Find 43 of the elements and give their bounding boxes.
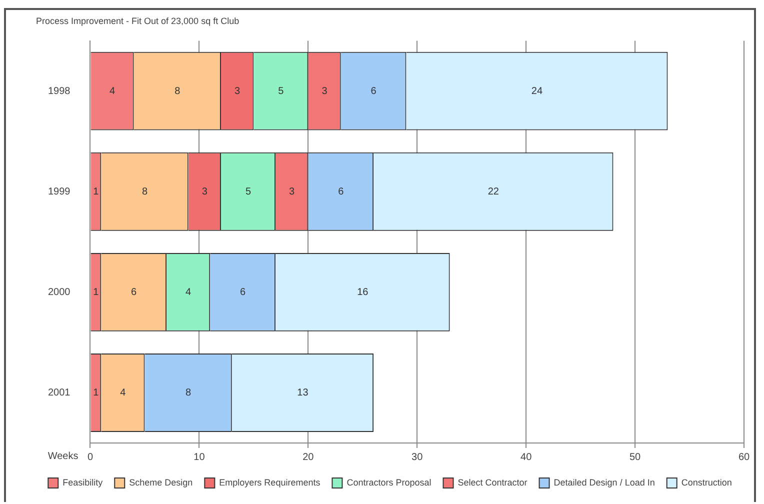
x-tick-label: 20 xyxy=(302,452,314,463)
data-label: 1 xyxy=(93,387,100,398)
x-tick-label: 0 xyxy=(87,452,94,463)
data-label: 6 xyxy=(131,286,138,298)
x-tick-label: 30 xyxy=(412,452,424,463)
data-label: 13 xyxy=(297,387,309,398)
data-label: 1 xyxy=(93,286,100,298)
data-label: 8 xyxy=(142,186,148,198)
data-label: 8 xyxy=(186,387,192,398)
data-label: 16 xyxy=(357,286,369,298)
data-label: 6 xyxy=(240,286,246,298)
y-tick-label: 1999 xyxy=(48,186,71,198)
legend-label: Detailed Design / Load In xyxy=(554,477,655,488)
data-label: 3 xyxy=(234,86,241,97)
data-label: 3 xyxy=(289,186,296,198)
data-label: 4 xyxy=(110,86,116,97)
data-label: 1 xyxy=(93,186,100,198)
data-label: 8 xyxy=(174,86,181,97)
data-label: 24 xyxy=(531,86,543,97)
legend-label: Construction xyxy=(681,477,732,488)
x-tick-label: 50 xyxy=(629,452,642,463)
data-label: 4 xyxy=(120,387,126,398)
data-label: 5 xyxy=(278,86,284,97)
y-tick-label: 2001 xyxy=(48,387,71,398)
data-label: 22 xyxy=(488,186,500,198)
y-tick-label: 2000 xyxy=(48,286,71,298)
x-tick-label: 60 xyxy=(738,452,750,463)
legend-label: Select Contractor xyxy=(458,477,528,488)
legend-label: Contractors Proposal xyxy=(346,477,432,488)
x-tick-label: 40 xyxy=(520,452,532,463)
data-label: 3 xyxy=(202,186,208,198)
data-label: 6 xyxy=(370,86,377,97)
data-label: 4 xyxy=(186,286,192,298)
data-label: 5 xyxy=(245,186,252,198)
x-tick-label: 10 xyxy=(194,452,206,463)
legend-label: Scheme Design xyxy=(129,477,193,488)
data-label: 3 xyxy=(322,86,328,97)
legend-label: Feasibility xyxy=(62,477,104,488)
y-tick-label: 1998 xyxy=(48,86,71,97)
data-label: 6 xyxy=(338,186,344,198)
legend-label: Employers Requirements xyxy=(219,477,321,488)
x-axis-title: Weeks xyxy=(48,450,78,462)
chart-title: Process Improvement - Fit Out of 23,000 sq ft Club xyxy=(36,16,240,26)
